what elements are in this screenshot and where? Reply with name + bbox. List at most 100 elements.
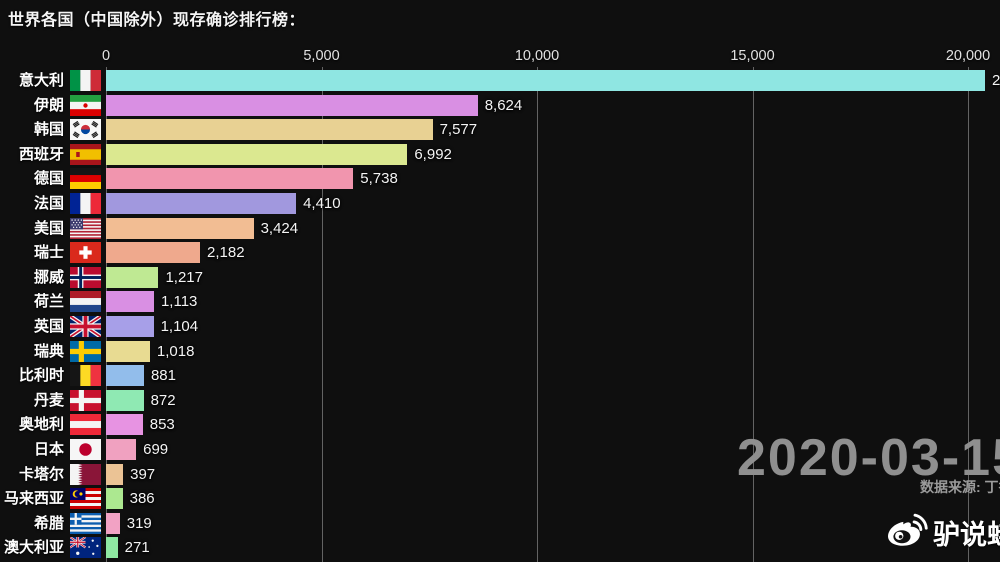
bar xyxy=(106,70,985,91)
flag-no-icon xyxy=(70,266,101,288)
bar xyxy=(106,143,408,165)
country-label: 日本 xyxy=(33,441,64,458)
bar-value-label: 1,104 xyxy=(160,318,199,335)
bar-row: 澳大利亚 271 xyxy=(0,537,1000,559)
bar-value-label: 1,018 xyxy=(156,342,195,360)
flag-gb-icon xyxy=(70,316,101,337)
bar xyxy=(106,537,118,559)
bar-row: 瑞士 2,182 xyxy=(0,242,1000,264)
country-label: 韩国 xyxy=(33,121,64,139)
bar-row: 英国 1,104 xyxy=(0,316,1000,337)
gridline-20000 xyxy=(968,67,969,562)
bar xyxy=(106,266,159,288)
bar-value-label: 386 xyxy=(129,490,155,508)
data-source-label: 数据来源: 丁香园 xyxy=(920,479,1000,495)
flag-ir-icon xyxy=(70,94,101,116)
bar xyxy=(106,512,120,534)
flag-us-icon xyxy=(70,217,101,239)
country-label: 希腊 xyxy=(33,514,64,532)
bar-value-label: 6,992 xyxy=(414,145,452,163)
gridline-5000 xyxy=(321,67,323,562)
x-tick-label: 20,000 xyxy=(945,48,991,64)
bar-row: 马来西亚 386 xyxy=(0,488,1000,510)
country-label: 瑞士 xyxy=(33,244,64,262)
bar-value-label: 271 xyxy=(124,539,150,557)
bar-value-label: 4,410 xyxy=(303,195,341,212)
bar-value-label: 8,624 xyxy=(484,96,523,114)
flag-gr-icon xyxy=(70,512,101,534)
bar-row: 荷兰 1,113 xyxy=(0,291,1000,313)
x-tick-label: 5,000 xyxy=(303,48,340,64)
country-label: 马来西亚 xyxy=(3,490,64,508)
bar-row: 法国 4,410 xyxy=(0,193,1000,214)
bar-row: 奥地利 853 xyxy=(0,414,1000,436)
flag-dk-icon xyxy=(70,389,101,411)
bar-row: 希腊 319 xyxy=(0,512,1000,534)
page-title: 世界各国（中国除外）现存确诊排行榜： xyxy=(8,12,306,29)
bar-row: 西班牙 6,992 xyxy=(0,143,1000,165)
flag-qa-icon xyxy=(70,463,101,485)
flag-au-icon xyxy=(70,537,101,559)
bar-value-label: 397 xyxy=(130,465,156,483)
flag-be-icon xyxy=(70,365,101,387)
bar-value-label: 853 xyxy=(149,416,175,434)
bar-row: 挪威 1,217 xyxy=(0,266,1000,288)
gridline-0 xyxy=(106,67,107,562)
bar-row: 卡塔尔 397 xyxy=(0,463,1000,485)
bar-row: 德国 5,738 xyxy=(0,168,1000,190)
bar-row: 韩国 7,577 xyxy=(0,119,1000,141)
bar-row: 美国 3,424 xyxy=(0,217,1000,239)
flag-at-icon xyxy=(70,414,101,436)
bar-value-label: 1,217 xyxy=(165,268,203,286)
bar-value-label: 319 xyxy=(126,514,152,532)
country-label: 瑞典 xyxy=(33,342,64,360)
country-label: 挪威 xyxy=(33,268,64,286)
country-label: 丹麦 xyxy=(33,391,64,409)
bar xyxy=(106,291,154,313)
weibo-logo-icon xyxy=(884,512,928,553)
bar xyxy=(106,488,123,510)
bar xyxy=(106,119,433,141)
bar-row: 日本 699 xyxy=(0,439,1000,460)
country-label: 法国 xyxy=(33,195,64,212)
gridline-15000 xyxy=(752,67,754,562)
flag-fr-icon xyxy=(70,193,101,214)
bar-row: 瑞典 1,018 xyxy=(0,340,1000,362)
bar-value-label: 3,424 xyxy=(260,219,299,237)
gridline-10000 xyxy=(537,67,538,562)
flag-ch-icon xyxy=(70,242,101,264)
bar-row: 伊朗 8,624 xyxy=(0,94,1000,116)
x-tick-label: 0 xyxy=(101,48,111,64)
country-label: 意大利 xyxy=(18,72,64,89)
bar xyxy=(106,242,201,264)
country-label: 卡塔尔 xyxy=(18,465,64,483)
flag-se-icon xyxy=(70,340,101,362)
date-watermark: 2020-03-15 xyxy=(737,429,1000,487)
country-label: 澳大利亚 xyxy=(3,539,64,557)
bar-value-label: 7,577 xyxy=(439,121,478,139)
flag-kr-icon xyxy=(70,119,101,141)
bar xyxy=(106,389,144,411)
bar xyxy=(106,168,354,190)
country-label: 美国 xyxy=(33,219,64,237)
bar xyxy=(106,463,124,485)
country-label: 西班牙 xyxy=(18,145,64,163)
bar-value-label: 872 xyxy=(150,391,176,409)
bar xyxy=(106,217,254,239)
bar xyxy=(106,316,154,337)
country-label: 伊朗 xyxy=(33,96,64,114)
bar-value-label: 881 xyxy=(150,367,176,385)
weibo-watermark: 驴说蛙 xyxy=(884,512,1000,553)
flag-jp-icon xyxy=(70,439,101,460)
x-tick-label: 15,000 xyxy=(730,48,775,64)
country-label: 荷兰 xyxy=(33,293,64,311)
bar xyxy=(106,340,150,362)
country-label: 奥地利 xyxy=(18,416,64,434)
country-label: 德国 xyxy=(33,170,64,188)
bar-value-label: 5,738 xyxy=(360,170,398,188)
bar-row: 比利时 881 xyxy=(0,365,1000,387)
flag-es-icon xyxy=(70,143,101,165)
bar-value-label: 2,182 xyxy=(207,244,245,262)
bar xyxy=(106,365,144,387)
